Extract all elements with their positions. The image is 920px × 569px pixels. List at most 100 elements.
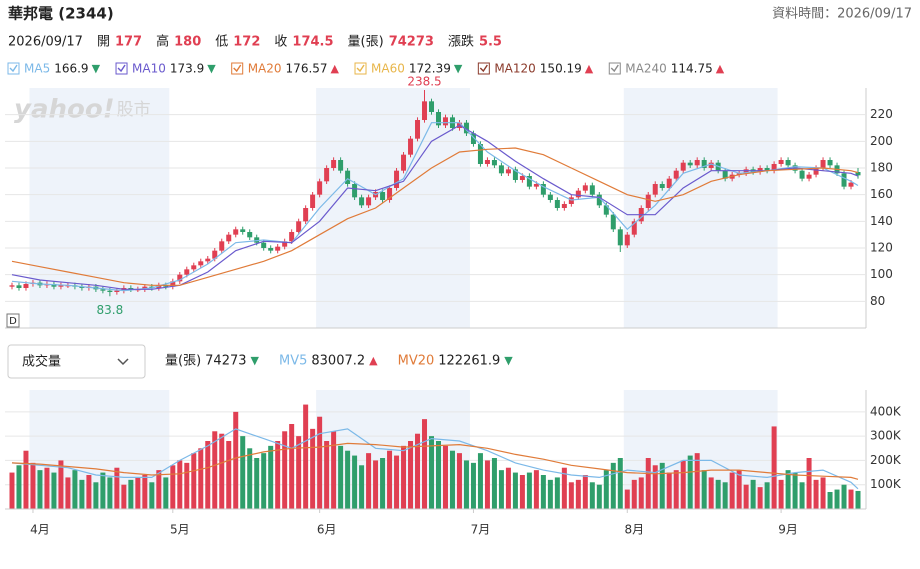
volume-bar: [645, 458, 651, 509]
legend-value: 173.9: [170, 62, 204, 76]
volume-bar: [841, 484, 847, 509]
volume-bar: [352, 455, 358, 509]
legend-name: MA5: [24, 62, 50, 76]
volume-bar: [477, 453, 483, 509]
volume-bar: [23, 450, 29, 509]
candle-body: [582, 185, 588, 191]
candle-body: [680, 162, 686, 171]
volume-bar: [554, 477, 560, 509]
candle-body: [303, 208, 309, 222]
candle-body: [778, 160, 784, 164]
candle-body: [282, 241, 288, 247]
volume-bar: [666, 472, 672, 509]
candle-body: [156, 285, 162, 288]
volume-bar: [247, 448, 253, 509]
legend-checkbox[interactable]: [354, 62, 367, 75]
candle-body: [387, 188, 393, 200]
volume-bar: [282, 431, 288, 509]
candle-body: [394, 170, 400, 188]
candle-body: [114, 290, 120, 292]
volume-bar: [750, 479, 756, 509]
volume-bar: [191, 453, 197, 509]
x-tick-label: 7月: [471, 523, 491, 537]
legend-checkbox[interactable]: [477, 62, 490, 75]
candle-body: [694, 160, 700, 166]
candle-body: [659, 184, 665, 188]
volume-bar: [582, 475, 588, 509]
legend-trend: ▲: [716, 62, 725, 75]
candle-body: [205, 258, 211, 262]
legend-trend: ▼: [92, 62, 101, 75]
volume-bar: [226, 441, 232, 509]
candle-body: [254, 237, 260, 243]
indicator-dropdown[interactable]: [7, 344, 146, 379]
volume-bar: [170, 465, 176, 509]
stock-title: 華邦電 (2344): [8, 5, 114, 23]
volume-bar: [345, 450, 351, 509]
candle-body: [184, 269, 190, 275]
y-tick-label: 120: [870, 241, 893, 255]
watermark: yahoo!: [14, 95, 115, 125]
volume-bar: [114, 467, 120, 509]
volume-bar: [233, 411, 239, 509]
quote-value: 5.5: [479, 35, 502, 50]
candle-body: [470, 133, 476, 144]
month-band: [316, 88, 470, 328]
candle-body: [401, 154, 407, 171]
y-tick-label: 100: [870, 267, 893, 281]
candle-body: [589, 185, 595, 195]
candle-body: [16, 285, 22, 288]
candle-body: [610, 214, 616, 230]
volume-bar: [659, 462, 665, 509]
candle-body: [51, 284, 57, 287]
volume-bar: [324, 441, 330, 509]
volume-bar: [855, 490, 861, 509]
volume-bar: [603, 470, 609, 509]
candle-body: [324, 168, 330, 182]
quote-label: 開: [97, 35, 110, 50]
volume-bar: [240, 436, 246, 509]
x-tick-label: 5月: [170, 523, 190, 537]
legend-name: MA60: [371, 62, 405, 76]
candle-body: [666, 178, 672, 188]
candle-body: [359, 197, 365, 206]
volume-legend-trend: ▼: [251, 354, 260, 367]
candle-body: [331, 160, 337, 168]
legend-checkbox[interactable]: [231, 62, 244, 75]
legend-check: [610, 64, 619, 73]
volume-bar: [785, 470, 791, 509]
volume-bar: [310, 428, 316, 509]
volume-bar: [708, 477, 714, 509]
volume-bar: [317, 416, 323, 509]
legend-value: 150.19: [540, 62, 582, 76]
candle-body: [645, 194, 651, 208]
candle-body: [415, 120, 421, 139]
volume-legend-trend: ▼: [504, 354, 513, 367]
candle-body: [554, 200, 560, 208]
volume-bar: [533, 470, 539, 509]
legend-checkbox[interactable]: [115, 62, 128, 75]
volume-bar: [827, 492, 833, 509]
candle-body: [442, 117, 448, 126]
volume-bar: [268, 445, 274, 509]
legend-checkbox[interactable]: [7, 62, 20, 75]
candle-body: [198, 261, 204, 266]
volume-bar: [617, 458, 623, 509]
volume-bar: [589, 482, 595, 509]
period-badge[interactable]: [6, 313, 20, 328]
y-tick-label: 100K: [870, 477, 902, 491]
volume-bar: [128, 479, 134, 509]
volume-legend-trend: ▲: [369, 354, 378, 367]
candle-body: [345, 170, 351, 184]
volume-bar: [673, 470, 679, 509]
candle-body: [498, 165, 504, 174]
candle-body: [687, 162, 693, 166]
candle-body: [617, 229, 623, 246]
y-tick-label: 200: [870, 134, 893, 148]
quote-value: 174.5: [292, 35, 333, 50]
candle-body: [149, 286, 155, 288]
volume-bar: [470, 462, 476, 509]
volume-legend-value: 122261.9: [438, 354, 500, 369]
quote-value: 180: [174, 35, 201, 50]
legend-checkbox[interactable]: [608, 62, 621, 75]
